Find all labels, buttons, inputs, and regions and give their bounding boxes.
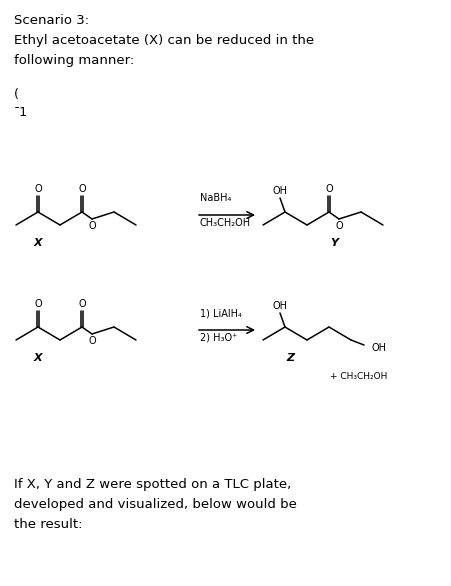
Text: (: ( <box>14 88 19 101</box>
Text: O: O <box>78 299 86 309</box>
Text: OH: OH <box>272 186 287 196</box>
Text: O: O <box>34 184 42 194</box>
Text: Ethyl acetoacetate (X) can be reduced in the: Ethyl acetoacetate (X) can be reduced in… <box>14 34 314 47</box>
Text: CH₃CH₂OH: CH₃CH₂OH <box>200 218 251 228</box>
Text: developed and visualized, below would be: developed and visualized, below would be <box>14 498 297 511</box>
Text: the result:: the result: <box>14 518 83 531</box>
Text: X: X <box>34 238 42 248</box>
Text: O: O <box>88 221 96 231</box>
Text: If X, Y and Z were spotted on a TLC plate,: If X, Y and Z were spotted on a TLC plat… <box>14 478 291 491</box>
Text: O: O <box>325 184 333 194</box>
Text: following manner:: following manner: <box>14 54 134 67</box>
Text: O: O <box>78 184 86 194</box>
Text: Z: Z <box>286 353 294 363</box>
Text: Y: Y <box>330 238 338 248</box>
Text: O: O <box>34 299 42 309</box>
Text: + CH₃CH₂OH: + CH₃CH₂OH <box>330 372 387 381</box>
Text: X: X <box>34 353 42 363</box>
Text: OH: OH <box>371 343 386 353</box>
Text: 1) LiAlH₄: 1) LiAlH₄ <box>200 308 242 318</box>
Text: ¯1: ¯1 <box>14 106 28 119</box>
Text: 2) H₃O⁺: 2) H₃O⁺ <box>200 333 237 343</box>
Text: O: O <box>88 336 96 346</box>
Text: OH: OH <box>272 301 287 311</box>
Text: Scenario 3:: Scenario 3: <box>14 14 89 27</box>
Text: O: O <box>335 221 343 231</box>
Text: NaBH₄: NaBH₄ <box>200 193 231 203</box>
